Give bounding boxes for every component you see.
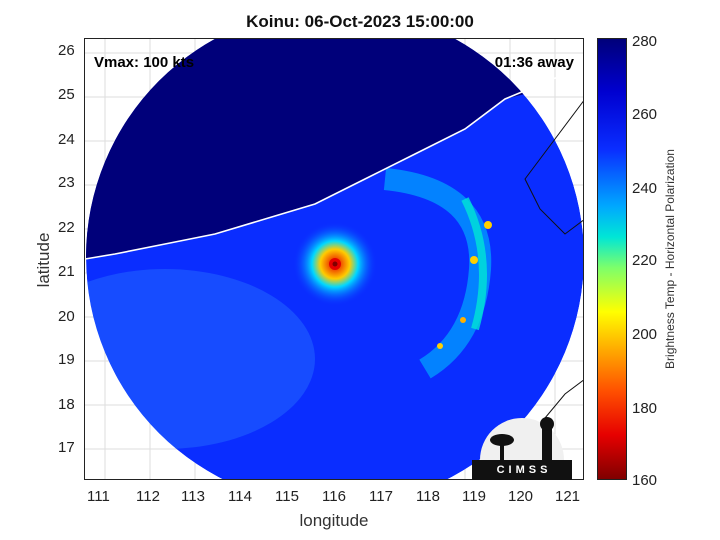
y-tick: 18 bbox=[58, 396, 75, 413]
x-tick: 117 bbox=[369, 488, 393, 505]
satellite-swath bbox=[85, 39, 583, 479]
x-tick: 112 bbox=[136, 488, 160, 505]
x-tick: 115 bbox=[275, 488, 299, 505]
y-tick: 20 bbox=[58, 308, 75, 325]
coastline bbox=[85, 73, 566, 260]
y-tick: 25 bbox=[58, 86, 75, 103]
colorbar-tick: 160 bbox=[632, 472, 658, 489]
y-tick: 26 bbox=[58, 42, 75, 59]
cimss-logo-icon bbox=[472, 417, 572, 480]
colorbar-tick: 220 bbox=[632, 252, 658, 269]
colorbar-tick: 280 bbox=[632, 33, 658, 50]
x-tick: 111 bbox=[87, 488, 110, 505]
x-tick: 119 bbox=[462, 488, 486, 505]
y-tick: 19 bbox=[58, 351, 75, 368]
x-tick: 121 bbox=[555, 488, 581, 505]
y-tick: 24 bbox=[58, 131, 75, 148]
colorbar-label: Brightness Temp - Horizontal Polarizatio… bbox=[663, 149, 677, 369]
vmax-label: Vmax: 100 kts bbox=[94, 54, 195, 71]
x-axis-label: longitude bbox=[299, 511, 369, 530]
map-title: Koinu: 06-Oct-2023 15:00:00 bbox=[246, 12, 474, 31]
x-tick: 120 bbox=[508, 488, 534, 505]
colorbar bbox=[597, 38, 627, 480]
x-tick: 116 bbox=[322, 488, 346, 505]
y-tick: 17 bbox=[58, 439, 75, 456]
y-axis-label: latitude bbox=[34, 232, 53, 288]
y-tick: 23 bbox=[58, 174, 75, 191]
colorbar-tick: 240 bbox=[632, 180, 658, 197]
y-tick: 21 bbox=[58, 263, 75, 280]
logo-text: CIMSS bbox=[496, 464, 552, 476]
x-tick: 118 bbox=[416, 488, 440, 505]
x-tick: 114 bbox=[228, 488, 252, 505]
x-tick: 113 bbox=[181, 488, 205, 505]
colorbar-tick: 180 bbox=[632, 400, 658, 417]
colorbar-tick: 260 bbox=[632, 106, 658, 123]
time-away-label: 01:36 away bbox=[494, 54, 574, 71]
y-tick: 22 bbox=[58, 219, 75, 236]
colorbar-tick: 200 bbox=[632, 326, 658, 343]
satellite-map: Vmax: 100 kts 01:36 away bbox=[84, 38, 584, 480]
